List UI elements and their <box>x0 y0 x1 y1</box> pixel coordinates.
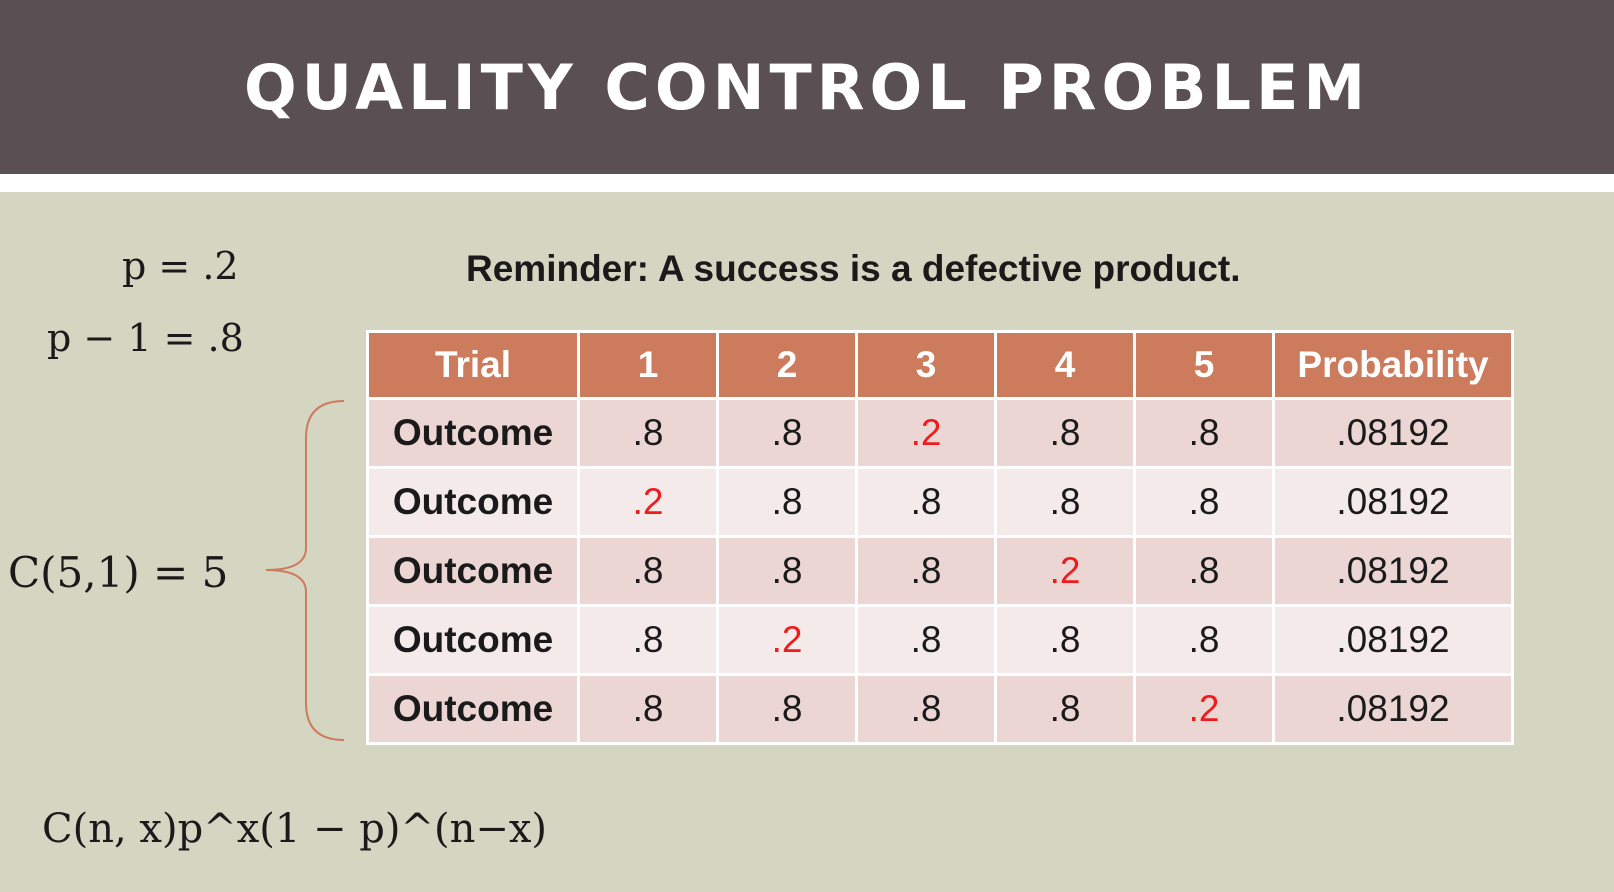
trial-value-success: .2 <box>577 466 719 538</box>
trial-value: .8 <box>855 466 997 538</box>
row-label: Outcome <box>366 673 580 745</box>
header-trial-5: 5 <box>1133 330 1275 400</box>
trial-value: .8 <box>994 466 1136 538</box>
trial-value-success: .2 <box>716 604 858 676</box>
trial-value: .8 <box>577 673 719 745</box>
header-trial-4: 4 <box>994 330 1136 400</box>
trial-value-success: .2 <box>855 397 997 469</box>
trial-value: .8 <box>1133 466 1275 538</box>
row-probability: .08192 <box>1272 604 1514 676</box>
trial-value: .8 <box>716 535 858 607</box>
row-label: Outcome <box>366 535 580 607</box>
header-trial: Trial <box>366 330 580 400</box>
row-label: Outcome <box>366 466 580 538</box>
formula-combination: C(5,1) = 5 <box>8 548 229 597</box>
trial-value: .8 <box>716 466 858 538</box>
row-probability: .08192 <box>1272 535 1514 607</box>
table-row: Outcome .8 .8 .2 .8 .8 .08192 <box>366 397 1514 469</box>
table-row: Outcome .2 .8 .8 .8 .8 .08192 <box>366 466 1514 538</box>
trial-value: .8 <box>577 604 719 676</box>
trial-value: .8 <box>577 397 719 469</box>
trial-value: .8 <box>1133 604 1275 676</box>
trial-value: .8 <box>716 673 858 745</box>
row-label: Outcome <box>366 604 580 676</box>
slide-title: QUALITY CONTROL PROBLEM <box>243 50 1371 124</box>
table-row: Outcome .8 .8 .8 .8 .2 .08192 <box>366 673 1514 745</box>
title-bar <box>0 0 1614 174</box>
trial-value: .8 <box>855 535 997 607</box>
formula-general: C(n, x)p^x(1 − p)^(n−x) <box>42 806 548 852</box>
trial-value: .8 <box>1133 535 1275 607</box>
trial-value: .8 <box>994 604 1136 676</box>
title-divider <box>0 174 1614 192</box>
header-probability: Probability <box>1272 330 1514 400</box>
table-header-row: Trial 1 2 3 4 5 Probability <box>366 330 1514 400</box>
trial-value: .8 <box>994 397 1136 469</box>
trial-value-success: .2 <box>1133 673 1275 745</box>
reminder-text: Reminder: A success is a defective produ… <box>466 248 1241 289</box>
trial-value: .8 <box>716 397 858 469</box>
header-trial-3: 3 <box>855 330 997 400</box>
row-probability: .08192 <box>1272 397 1514 469</box>
outcome-table: Trial 1 2 3 4 5 Probability Outcome .8 .… <box>366 330 1514 745</box>
formula-q: p − 1 = .8 <box>47 316 244 360</box>
trial-value: .8 <box>994 673 1136 745</box>
trial-value: .8 <box>1133 397 1275 469</box>
curly-brace-icon <box>265 400 345 741</box>
trial-value: .8 <box>855 604 997 676</box>
trial-value: .8 <box>855 673 997 745</box>
row-probability: .08192 <box>1272 466 1514 538</box>
row-label: Outcome <box>366 397 580 469</box>
table-row: Outcome .8 .2 .8 .8 .8 .08192 <box>366 604 1514 676</box>
trial-value: .8 <box>577 535 719 607</box>
header-trial-1: 1 <box>577 330 719 400</box>
table-row: Outcome .8 .8 .8 .2 .8 .08192 <box>366 535 1514 607</box>
header-trial-2: 2 <box>716 330 858 400</box>
trial-value-success: .2 <box>994 535 1136 607</box>
formula-p: p = .2 <box>122 244 239 288</box>
row-probability: .08192 <box>1272 673 1514 745</box>
